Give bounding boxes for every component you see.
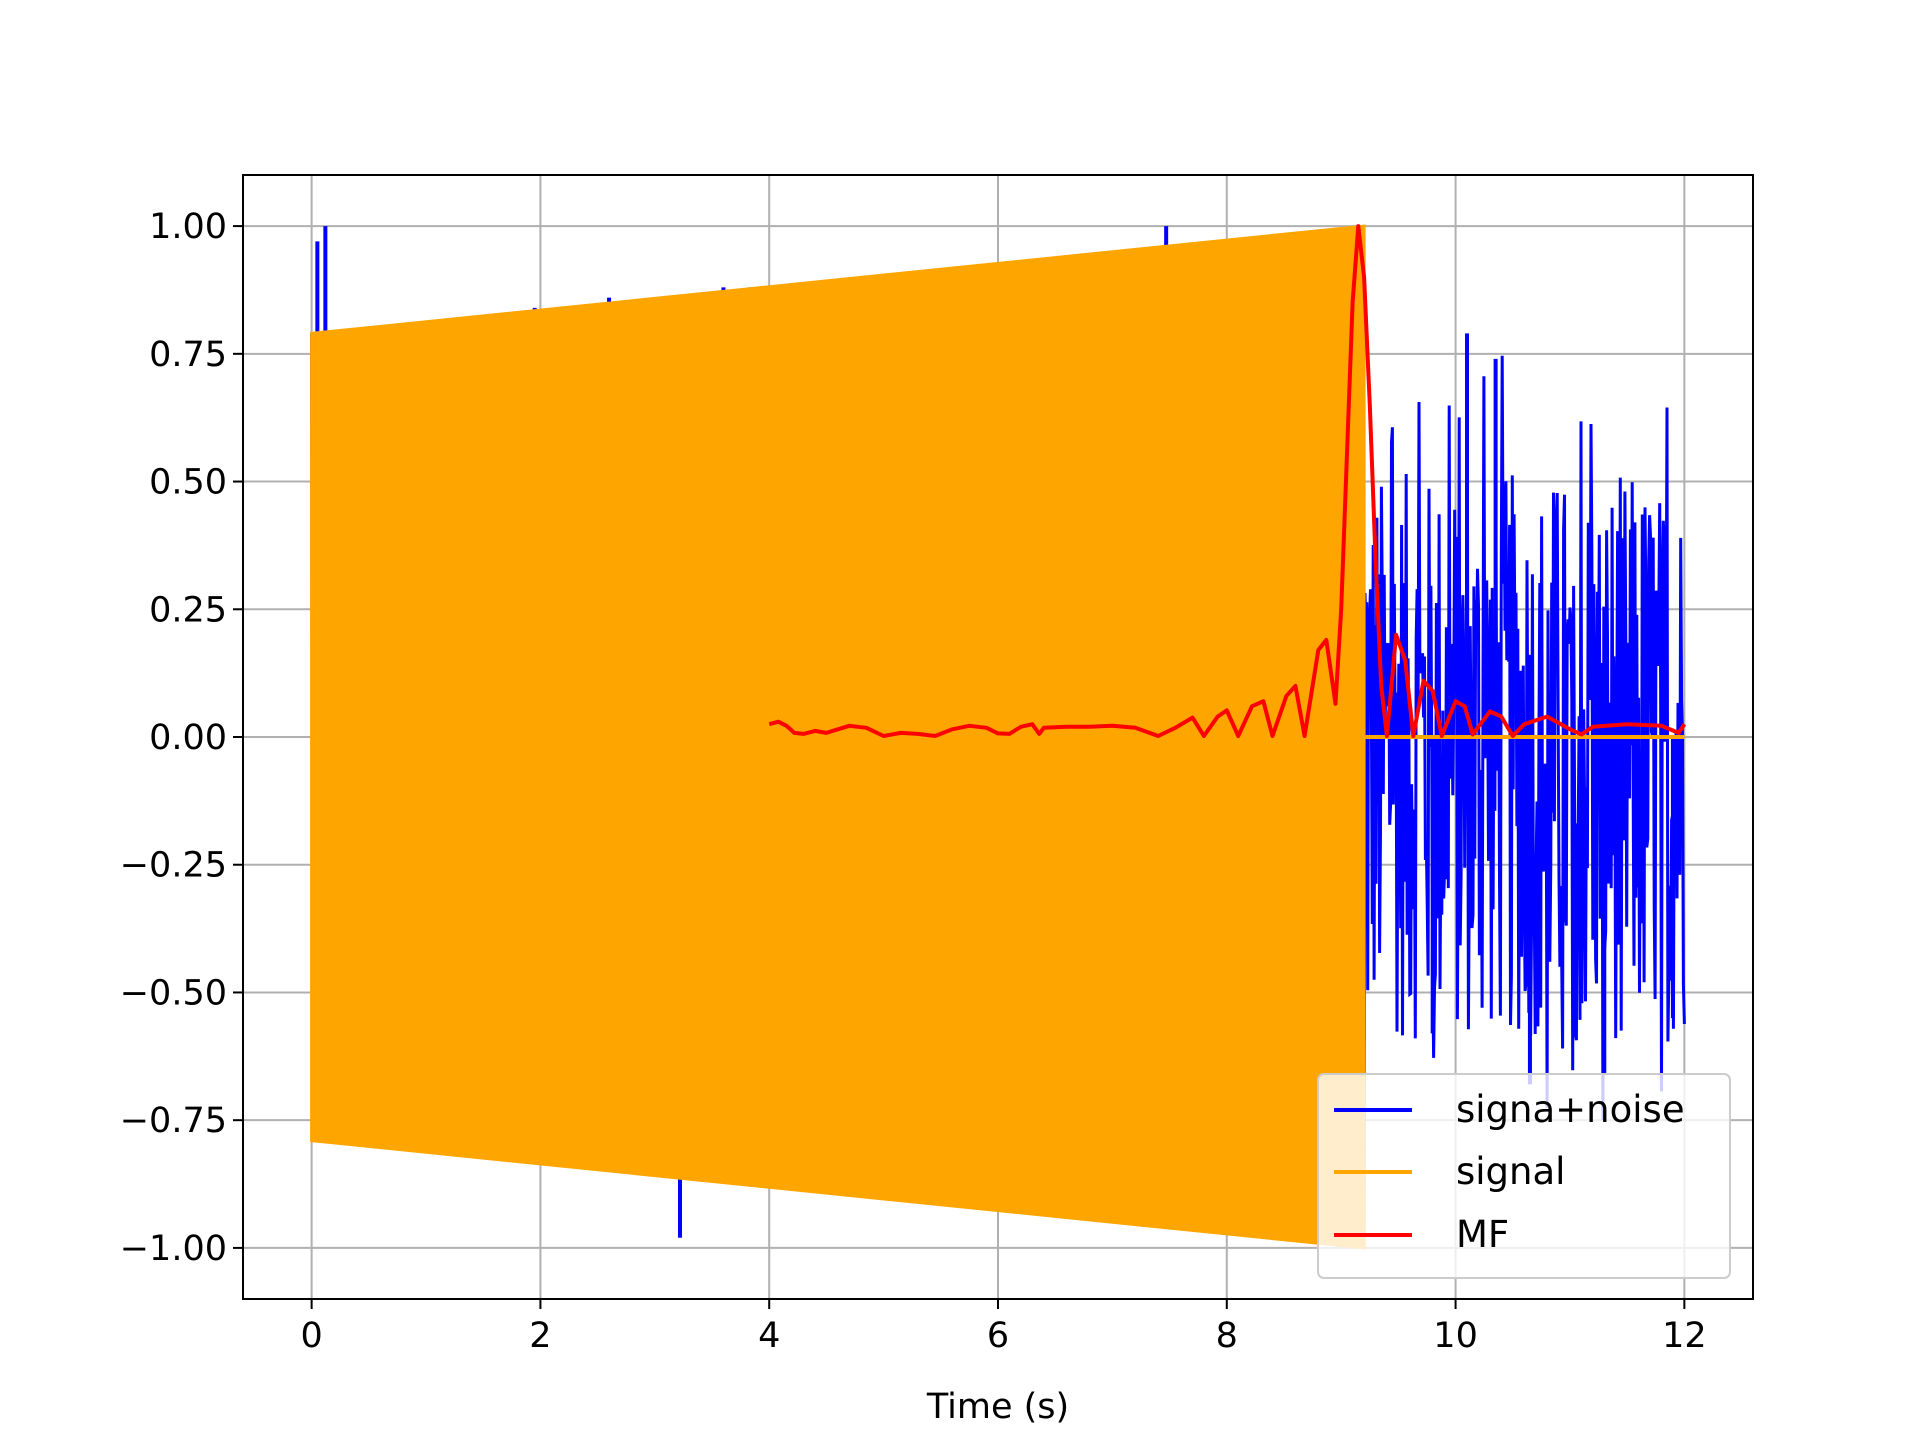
y-tick-label: 0.50	[149, 463, 227, 503]
mf-line	[768, 224, 1687, 738]
x-tick-label: 12	[1662, 1316, 1707, 1356]
x-tick-label: 0	[300, 1316, 322, 1356]
y-tick-label: −0.50	[120, 973, 227, 1013]
x-axis-label: Time (s)	[926, 1387, 1069, 1427]
y-tick-label: −0.25	[120, 846, 227, 886]
legend-label-signa-noise: signa+noise	[1456, 1088, 1685, 1131]
plot-area	[310, 224, 1687, 1250]
y-tick-label: −1.00	[120, 1229, 227, 1269]
legend-label-mf: MF	[1456, 1213, 1509, 1256]
y-tick-label: 1.00	[149, 207, 227, 247]
y-tick-label: 0.25	[149, 590, 227, 630]
x-tick-label: 6	[987, 1316, 1009, 1356]
x-tick-label: 10	[1433, 1316, 1478, 1356]
legend-box	[1317, 1073, 1731, 1279]
signal-line	[310, 226, 1366, 1248]
x-tick-label: 4	[758, 1316, 780, 1356]
y-tick-label: 0.75	[149, 335, 227, 375]
x-tick-label: 8	[1216, 1316, 1238, 1356]
series-mf	[768, 224, 1687, 738]
y-tick-label: 0.00	[149, 718, 227, 758]
axis-ticks: 0 2 4 6 8 10 12 1.00 0.75 0.50 0.25 0.00 −0.25 −0.50 −…	[120, 207, 1707, 1356]
legend-label-signal: signal	[1456, 1150, 1565, 1193]
y-tick-label: −0.75	[120, 1101, 227, 1141]
legend: signa+noise signal MF	[1317, 1073, 1731, 1279]
x-tick-label: 2	[529, 1316, 551, 1356]
